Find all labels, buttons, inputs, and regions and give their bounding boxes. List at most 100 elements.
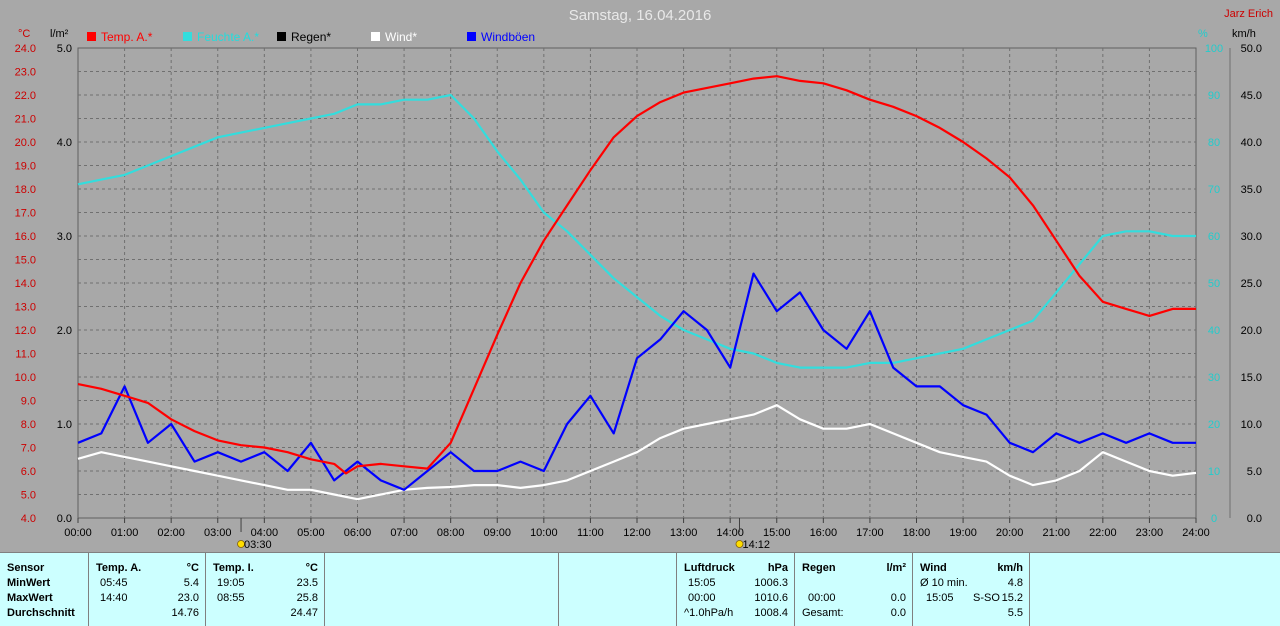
x-tick-label: 15:00	[763, 527, 791, 539]
stats-wind-column: Wind km/h Ø 10 min. 4.8 15:05 S-SO 15.2 …	[913, 553, 1030, 626]
temp-i-max-time: 08:55	[217, 592, 245, 604]
x-tick-label: 00:00	[64, 527, 92, 539]
temp-tick-label: 21.0	[15, 114, 36, 126]
legend-label: Feuchte A.*	[197, 30, 259, 44]
author-label: Jarz Erich	[1224, 8, 1273, 20]
temp-a-min-value: 5.4	[183, 577, 199, 589]
x-tick-label: 03:00	[204, 527, 232, 539]
rain-tick-label: 5.0	[57, 43, 72, 55]
humidity-tick-label: 60	[1208, 231, 1220, 243]
stats-temp-i-column: Temp. I. °C 19:05 23.5 08:55 25.8 24.47	[206, 553, 325, 626]
x-tick-label: 18:00	[903, 527, 931, 539]
pressure-trend-label: ^1.0hPa/h	[684, 607, 734, 619]
humidity-tick-label: 10	[1208, 466, 1220, 478]
chart-title: Samstag, 16.04.2016	[569, 7, 712, 24]
pressure-max-time: 00:00	[688, 592, 716, 604]
temp-tick-label: 4.0	[21, 513, 36, 525]
rain-tick-label: 0.0	[57, 513, 72, 525]
x-tick-label: 20:00	[996, 527, 1024, 539]
rain-tick-label: 1.0	[57, 419, 72, 431]
temp-a-avg-value: 14.76	[171, 607, 199, 619]
legend-label: Temp. A.*	[101, 30, 153, 44]
x-tick-label: 17:00	[856, 527, 884, 539]
temp-tick-label: 11.0	[15, 349, 36, 361]
x-tick-label: 10:00	[530, 527, 558, 539]
humidity-tick-label: 0	[1211, 513, 1217, 525]
rain-unit: l/m²	[886, 562, 906, 574]
pressure-min-time: 15:05	[688, 577, 716, 589]
stats-temp-a-column: Temp. A. °C 05:45 5.4 14:40 23.0 14.76	[89, 553, 206, 626]
x-tick-label: 01:00	[111, 527, 139, 539]
humidity-tick-label: 100	[1205, 43, 1223, 55]
wind-avg10-value: 4.8	[1007, 577, 1023, 589]
weather-chart: 00:00 01:00 02:00 03:00 04:00 05:00 06:00 07:00…	[14, 7, 1273, 551]
x-tick-label: 21:00	[1042, 527, 1070, 539]
sun-icon	[735, 540, 744, 548]
chart-series	[77, 75, 1197, 501]
humidity-tick-label: 50	[1208, 278, 1220, 290]
pressure-min-value: 1006.3	[754, 577, 788, 589]
wind-unit-label: km/h	[1232, 28, 1256, 40]
durchschnitt-label: Durchschnitt	[7, 607, 75, 619]
x-tick-label: 06:00	[344, 527, 372, 539]
rain-total-label: Gesamt:	[802, 607, 844, 619]
stats-sensor-column: Sensor MinWert MaxWert Durchschnitt	[0, 553, 89, 626]
rain-header: Regen	[802, 562, 836, 574]
humidity-tick-label: 20	[1208, 419, 1220, 431]
legend-label: Windböen	[481, 30, 535, 44]
wind-tick-label: 30.0	[1241, 231, 1262, 243]
legend-swatch	[371, 32, 380, 41]
x-tick-label: 11:00	[577, 527, 604, 539]
temp-line	[77, 75, 1196, 475]
wind-tick-label: 35.0	[1241, 184, 1262, 196]
wind-tick-label: 45.0	[1241, 90, 1262, 102]
x-tick-label: 02:00	[157, 527, 185, 539]
time-marker-label: 03:30	[244, 539, 272, 551]
humidity-tick-label: 70	[1208, 184, 1220, 196]
x-tick-label: 08:00	[437, 527, 465, 539]
temp-tick-label: 23.0	[15, 67, 36, 79]
legend-swatch	[467, 32, 476, 41]
chart-legend: Temp. A.* Feuchte A.* Regen* Wind* Windböen	[87, 30, 535, 44]
temp-tick-label: 14.0	[15, 278, 36, 290]
chart-axes: 00:00 01:00 02:00 03:00 04:00 05:00 06:00 07:00…	[15, 43, 1262, 551]
rain-max-value: 0.0	[890, 592, 906, 604]
stats-rain-column: Regen l/m² 00:00 0.0 Gesamt: 0.0	[795, 553, 913, 626]
rain-tick-label: 3.0	[57, 231, 72, 243]
x-tick-label: 04:00	[251, 527, 279, 539]
sensor-header: Sensor	[7, 562, 45, 574]
humidity-line	[77, 93, 1196, 369]
x-tick-label: 07:00	[390, 527, 418, 539]
time-marker-label: 14:12	[742, 539, 770, 551]
wind-max-direction: S-SO	[973, 592, 1000, 604]
x-tick-label: 19:00	[949, 527, 977, 539]
temp-tick-label: 18.0	[15, 184, 36, 196]
pressure-avg-value: 1008.4	[754, 607, 788, 619]
rain-max-time: 00:00	[808, 592, 836, 604]
gust-line	[77, 272, 1196, 491]
temp-a-max-time: 14:40	[100, 592, 128, 604]
humidity-tick-label: 40	[1208, 325, 1220, 337]
temp-tick-label: 12.0	[15, 325, 36, 337]
humidity-tick-label: 30	[1208, 372, 1220, 384]
humidity-unit-label: %	[1198, 28, 1208, 40]
wind-avg-value: 5.5	[1007, 607, 1023, 619]
temp-i-max-value: 25.8	[296, 592, 318, 604]
temp-a-min-time: 05:45	[100, 577, 128, 589]
temp-tick-label: 7.0	[21, 443, 36, 455]
minwert-label: MinWert	[7, 577, 51, 589]
wind-max-value: 15.2	[1001, 592, 1023, 604]
temp-unit-label: °C	[18, 28, 30, 40]
pressure-header: Luftdruck	[684, 562, 735, 574]
x-tick-label: 09:00	[483, 527, 511, 539]
rain-tick-label: 4.0	[57, 137, 72, 149]
temp-tick-label: 5.0	[21, 490, 36, 502]
temp-a-header: Temp. A.	[96, 562, 142, 574]
rain-unit-label: l/m²	[50, 28, 69, 40]
temp-a-max-value: 23.0	[177, 592, 199, 604]
wind-tick-label: 5.0	[1247, 466, 1262, 478]
x-tick-label: 16:00	[810, 527, 838, 539]
wind-unit: km/h	[997, 562, 1023, 574]
wind-tick-label: 0.0	[1247, 513, 1262, 525]
rain-tick-label: 2.0	[57, 325, 72, 337]
